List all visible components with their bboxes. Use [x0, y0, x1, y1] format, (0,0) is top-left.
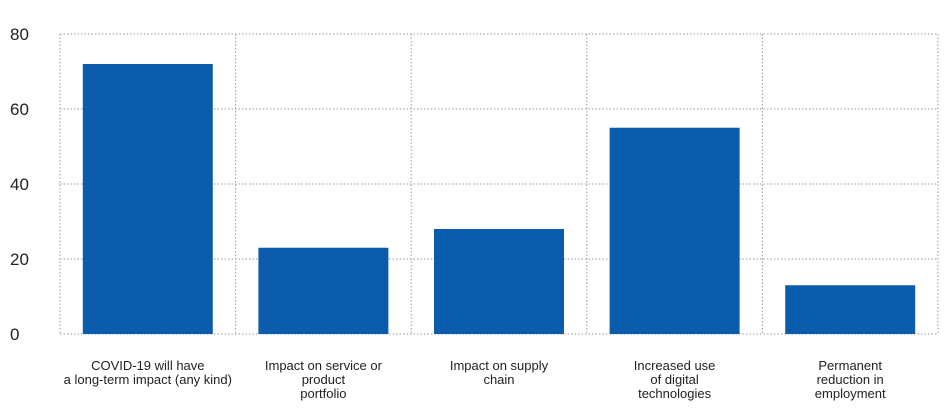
x-category-label-5: Permanent reduction in employment	[815, 358, 886, 401]
bar-2	[258, 247, 389, 334]
bar-series	[82, 64, 916, 334]
bar-1	[82, 64, 213, 334]
bar-4	[609, 127, 740, 334]
chart-grid	[59, 33, 939, 335]
bar-5	[785, 285, 916, 334]
y-tick-label-0: 0	[10, 325, 19, 344]
bar-3	[434, 229, 564, 334]
x-category-label-4: Increased use of digital technologies	[634, 358, 716, 401]
x-category-label-3: Impact on supply chain	[450, 358, 549, 387]
y-axis-ticks: 0 20 40 60 80	[10, 25, 29, 344]
y-tick-label-40: 40	[10, 175, 29, 194]
y-tick-label-60: 60	[10, 100, 29, 119]
x-axis-labels: COVID-19 will have a long-term impact (an…	[64, 358, 886, 401]
x-category-label-2: Impact on service or product portfolio	[265, 358, 383, 401]
y-tick-label-80: 80	[10, 25, 29, 44]
x-category-label-1: COVID-19 will have a long-term impact (an…	[64, 358, 232, 387]
y-tick-label-20: 20	[10, 250, 29, 269]
